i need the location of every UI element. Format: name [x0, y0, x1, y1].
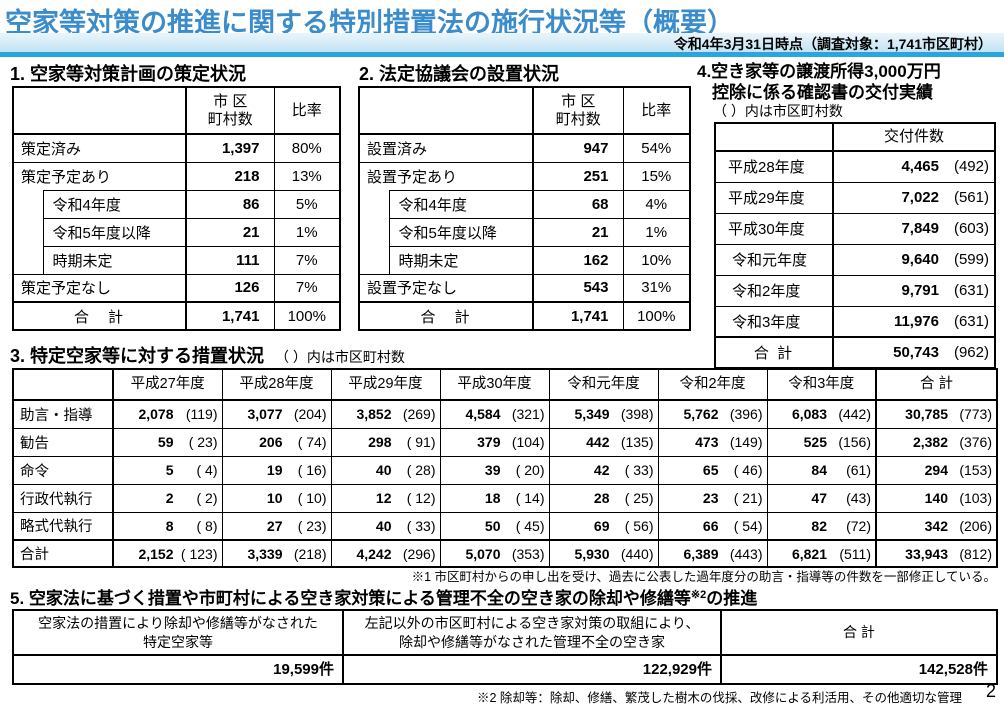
table-row: 令和5年度以降 21 1% [359, 217, 691, 247]
s2-ratio-header: 比率 [622, 86, 691, 135]
section3-table: 平成27年度 平成28年度 平成29年度 平成30年度 令和元年度 令和2年度 … [12, 368, 998, 568]
s5-col3-header: 合 計 [720, 609, 998, 656]
s5-col1-header: 空家法の措置により除却や修繕等がなされた 特定空家等 [12, 609, 344, 656]
table-row: 令和2年度 9,791 (631) [714, 274, 996, 307]
table-row: 略式代執行 8( 8) 27( 23) 40( 33) 50( 45) 69( … [12, 511, 998, 541]
table-row: 平成28年度 4,465 (492) [714, 150, 996, 183]
s2-count-header: 市 区 町村数 [532, 86, 624, 135]
section5-heading: 5. 空家法に基づく措置や市町村による空き家対策による管理不全の空き家の除却や修… [10, 589, 758, 608]
s5-val2: 122,929件 [342, 654, 722, 685]
subtitle-band: 令和4年3月31日時点（調査対象：1,741市区町村） [0, 33, 1004, 52]
s4-blank-header [714, 122, 834, 152]
table-row: 令和4年度 68 4% [358, 189, 691, 275]
s1-ratio-header: 比率 [273, 86, 341, 135]
section1-heading: 1. 空家等対策計画の策定状況 [10, 64, 247, 84]
section1-table: 市 区 町村数 比率 策定済み 1,397 80% 策定予定あり 218 13%… [12, 86, 341, 331]
table-row: 平成30年度 7,849 (603) [714, 212, 996, 245]
table-row: 平成29年度 7,022 (561) [714, 181, 996, 214]
survey-date-note: 令和4年3月31日時点（調査対象：1,741市区町村） [673, 36, 992, 52]
page-number: 2 [985, 681, 996, 701]
footnote-1: ※1 市区町村からの申し出を受け、過去に公表した過年度分の助言・指導等の件数を一… [411, 570, 996, 584]
section4-note: （ ）内は市区町村数 [713, 103, 843, 119]
table-row: 策定予定あり 218 13% [12, 161, 341, 191]
footnote-2: ※2 除却等：除却、修繕、繁茂した樹木の伐採、改修による利活用、その他適切な管理 [476, 691, 962, 705]
total-row: 合 計 1,741 100% [358, 301, 691, 331]
s5-val1: 19,599件 [12, 654, 344, 685]
table-row: 策定予定なし 126 7% [12, 273, 341, 303]
s2-indent [358, 190, 390, 275]
section3-heading: 3. 特定空家等に対する措置状況 （ ）内は市区町村数 [10, 346, 405, 366]
section4-table: 交付件数 平成28年度 4,465 (492) 平成29年度 7,022 (561)… [714, 122, 996, 369]
total-row: 合 計 50,743 (962) [714, 336, 996, 369]
table-row: 設置予定なし 543 31% [358, 273, 691, 303]
header-row: 空家法の措置により除却や修繕等がなされた 特定空家等 左記以外の市区町村による空… [12, 609, 998, 656]
table-row: 令和5年度以降 21 1% [13, 217, 341, 247]
footnote-ref-2: ※2 [690, 589, 707, 601]
table-row: 行政代執行 2( 2) 10( 10) 12( 12) 18( 14) 28( … [12, 483, 998, 513]
s1-indent [12, 190, 44, 275]
s1-blank-header [12, 86, 187, 135]
total-row: 合計 2,152( 123) 3,339 (218) 4,242 (296) 5,0… [12, 539, 998, 568]
s5-val3: 142,528件 [720, 654, 998, 685]
section4-heading-line2: 控除に係る確認書の交付実績 [712, 83, 933, 102]
section5-table: 空家法の措置により除却や修繕等がなされた 特定空家等 左記以外の市区町村による空… [12, 609, 998, 685]
s5-col2-header: 左記以外の市区町村による空き家対策の取組により、 除却や修繕等がなされた管理不全… [342, 609, 722, 656]
accent-bar [0, 52, 1004, 57]
section4-heading-line1: 4.空き家等の譲渡所得3,000万円 [697, 62, 941, 81]
table-row: 時期未定 162 10% [359, 245, 691, 275]
table-row: 時期未定 111 7% [13, 245, 341, 275]
section2-table: 市 区 町村数 比率 設置済み 947 54% 設置予定あり 251 15% 令… [358, 86, 691, 331]
section2-heading: 2. 法定協議会の設置状況 [359, 64, 560, 84]
total-row: 合 計 1,741 100% [12, 301, 341, 331]
s2-blank-header [358, 86, 534, 135]
s3-blank-header [12, 368, 114, 401]
table-row: 勧告 59( 23) 206( 74) 298( 91) 379 (104) 44… [12, 427, 998, 457]
table-row: 令和4年度 86 5% [12, 189, 341, 275]
s1-count-header: 市 区 町村数 [185, 86, 275, 135]
table-row: 命令 5( 4) 19( 16) 40( 28) 39( 20) 42( 33)… [12, 455, 998, 485]
section3-note: （ ）内は市区町村数 [282, 349, 405, 365]
s4-col-header: 交付件数 [832, 122, 996, 152]
values-row: 19,599件 122,929件 142,528件 [12, 654, 998, 685]
table-row: 策定済み 1,397 80% [12, 133, 341, 163]
table-row: 令和元年度 9,640 (599) [714, 243, 996, 276]
table-row: 設置予定あり 251 15% [358, 161, 691, 191]
table-row: 設置済み 947 54% [358, 133, 691, 163]
table-row: 助言・指導 2,078 (119) 3,077 (204) 3,852 (269) 4… [12, 399, 998, 429]
table-row: 令和3年度 11,976 (631) [714, 305, 996, 338]
